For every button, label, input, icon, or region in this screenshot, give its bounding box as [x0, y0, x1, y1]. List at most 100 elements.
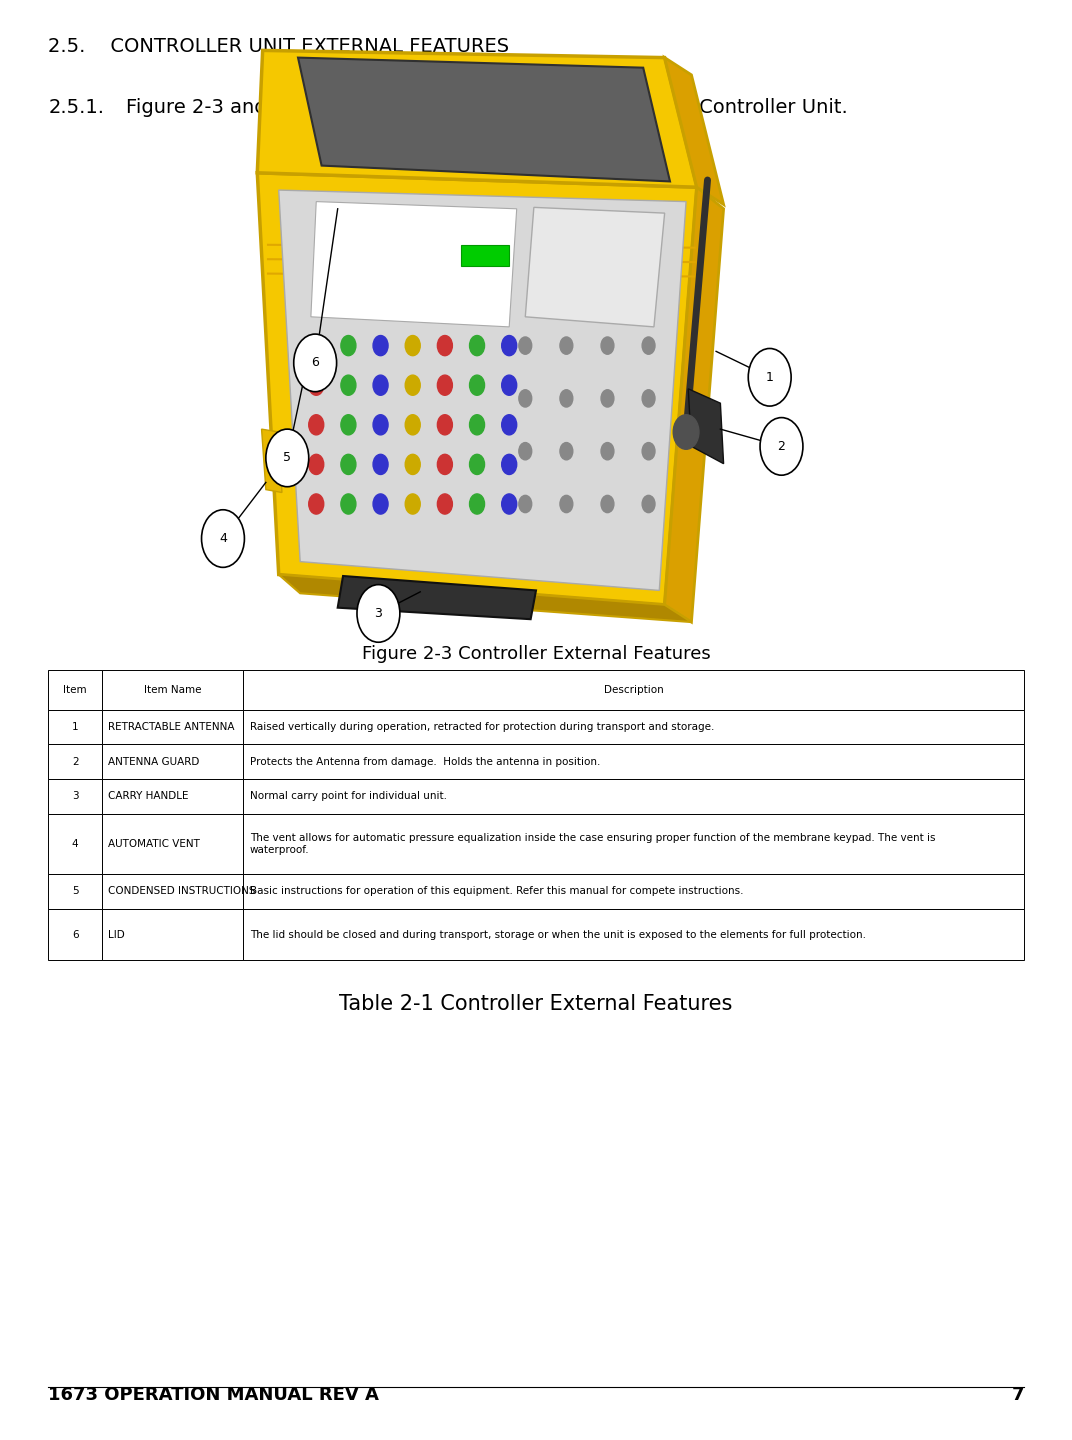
Circle shape — [341, 376, 356, 395]
Circle shape — [601, 390, 614, 408]
Text: 1673 OPERATION MANUAL REV A: 1673 OPERATION MANUAL REV A — [48, 1385, 379, 1404]
Circle shape — [202, 510, 244, 567]
Polygon shape — [279, 575, 691, 622]
Circle shape — [470, 494, 485, 514]
Circle shape — [294, 334, 337, 392]
Bar — [48, 670, 102, 710]
Polygon shape — [262, 429, 282, 492]
Text: RETRACTABLE ANTENNA: RETRACTABLE ANTENNA — [108, 723, 235, 732]
Bar — [243, 874, 1024, 909]
Text: AUTOMATIC VENT: AUTOMATIC VENT — [108, 840, 200, 848]
Text: 4: 4 — [72, 840, 78, 848]
Text: CARRY HANDLE: CARRY HANDLE — [108, 792, 189, 801]
Circle shape — [437, 454, 452, 475]
Text: Raised vertically during operation, retracted for protection during transport an: Raised vertically during operation, retr… — [250, 723, 714, 732]
Circle shape — [266, 429, 309, 487]
Text: Basic instructions for operation of this equipment. Refer this manual for compet: Basic instructions for operation of this… — [250, 887, 743, 896]
Circle shape — [373, 454, 388, 475]
Text: 1: 1 — [765, 370, 774, 384]
Circle shape — [470, 376, 485, 395]
Circle shape — [309, 454, 324, 475]
Text: 2.5.1.: 2.5.1. — [48, 98, 104, 117]
Circle shape — [601, 495, 614, 513]
Bar — [243, 710, 1024, 744]
Text: 1: 1 — [72, 723, 78, 732]
Polygon shape — [311, 202, 517, 327]
Text: 2.5.    CONTROLLER UNIT EXTERNAL FEATURES: 2.5. CONTROLLER UNIT EXTERNAL FEATURES — [48, 37, 509, 56]
Bar — [243, 744, 1024, 779]
Circle shape — [309, 336, 324, 356]
Text: Item: Item — [63, 685, 87, 694]
Text: Protects the Antenna from damage.  Holds the antenna in position.: Protects the Antenna from damage. Holds … — [250, 757, 600, 766]
Text: Normal carry point for individual unit.: Normal carry point for individual unit. — [250, 792, 447, 801]
Circle shape — [437, 336, 452, 356]
Circle shape — [341, 415, 356, 435]
Polygon shape — [338, 576, 536, 619]
Circle shape — [405, 454, 420, 475]
Circle shape — [373, 376, 388, 395]
Text: Table 2-1 Controller External Features: Table 2-1 Controller External Features — [340, 994, 732, 1014]
Circle shape — [601, 337, 614, 354]
Bar — [243, 814, 1024, 874]
Bar — [102, 814, 243, 874]
Circle shape — [502, 454, 517, 475]
Bar — [243, 909, 1024, 960]
Circle shape — [405, 494, 420, 514]
Text: 3: 3 — [72, 792, 78, 801]
Polygon shape — [279, 190, 686, 590]
Text: 6: 6 — [72, 930, 78, 939]
Circle shape — [309, 494, 324, 514]
Polygon shape — [298, 58, 670, 181]
Polygon shape — [665, 187, 724, 622]
Circle shape — [373, 336, 388, 356]
Circle shape — [309, 376, 324, 395]
Circle shape — [373, 494, 388, 514]
Text: Item Name: Item Name — [144, 685, 202, 694]
Bar — [48, 710, 102, 744]
Bar — [243, 670, 1024, 710]
Bar — [102, 874, 243, 909]
Circle shape — [470, 454, 485, 475]
Text: CONDENSED INSTRUCTIONS: CONDENSED INSTRUCTIONS — [108, 887, 256, 896]
Circle shape — [560, 337, 572, 354]
Circle shape — [470, 336, 485, 356]
Bar — [48, 874, 102, 909]
Circle shape — [502, 494, 517, 514]
Polygon shape — [525, 207, 665, 327]
Bar — [243, 779, 1024, 814]
Circle shape — [748, 348, 791, 406]
Bar — [102, 670, 243, 710]
Circle shape — [642, 442, 655, 459]
Polygon shape — [257, 50, 697, 187]
Polygon shape — [688, 389, 724, 464]
Circle shape — [437, 376, 452, 395]
Circle shape — [437, 494, 452, 514]
Bar — [48, 151, 1024, 626]
Text: ANTENNA GUARD: ANTENNA GUARD — [108, 757, 199, 766]
Circle shape — [405, 415, 420, 435]
Circle shape — [673, 415, 699, 449]
Circle shape — [560, 495, 572, 513]
Circle shape — [405, 376, 420, 395]
Bar — [48, 744, 102, 779]
Circle shape — [642, 495, 655, 513]
Bar — [102, 710, 243, 744]
Circle shape — [519, 337, 532, 354]
Text: Figure 2-3 Controller External Features: Figure 2-3 Controller External Features — [361, 645, 711, 662]
Circle shape — [519, 442, 532, 459]
Circle shape — [502, 376, 517, 395]
Text: 2: 2 — [777, 439, 786, 454]
Circle shape — [642, 390, 655, 408]
Circle shape — [502, 415, 517, 435]
Circle shape — [341, 336, 356, 356]
Circle shape — [405, 336, 420, 356]
Circle shape — [373, 415, 388, 435]
Circle shape — [601, 442, 614, 459]
Text: The vent allows for automatic pressure equalization inside the case ensuring pro: The vent allows for automatic pressure e… — [250, 832, 935, 854]
Circle shape — [470, 415, 485, 435]
Bar — [102, 909, 243, 960]
Circle shape — [341, 454, 356, 475]
Polygon shape — [257, 173, 697, 605]
Text: 5: 5 — [283, 451, 292, 465]
Circle shape — [560, 390, 572, 408]
